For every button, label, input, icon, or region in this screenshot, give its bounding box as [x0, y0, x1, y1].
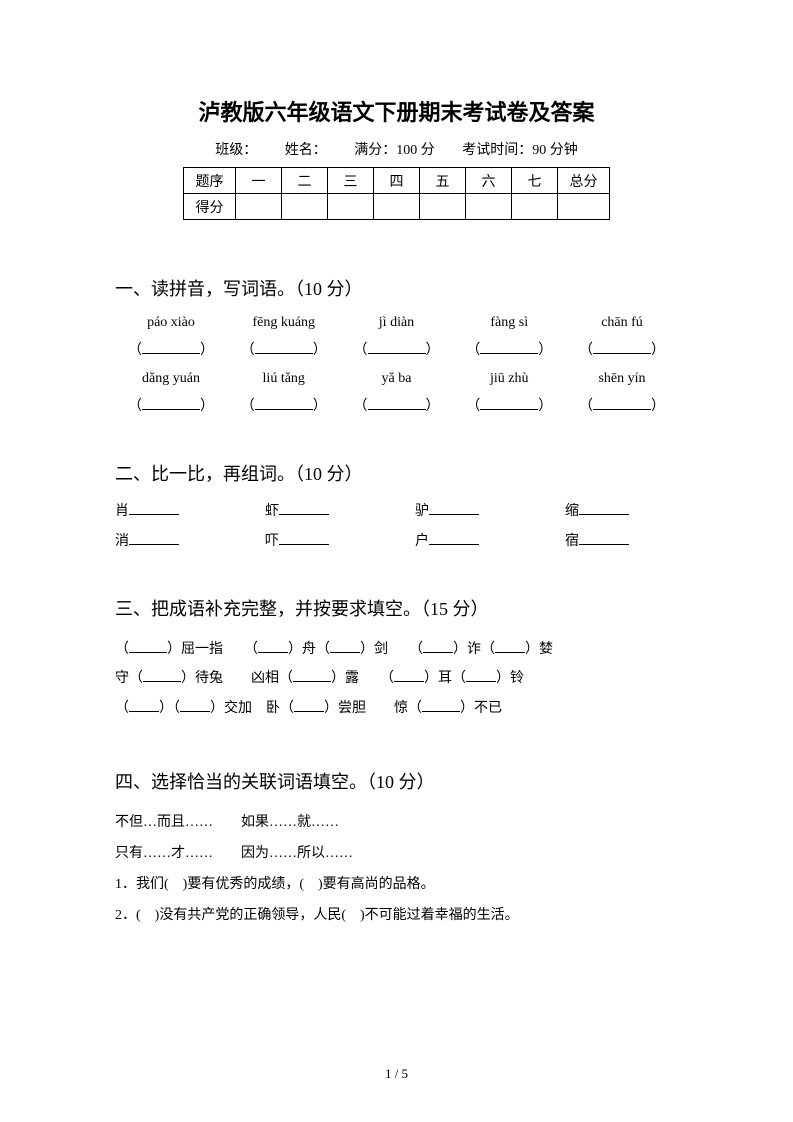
row-label: 题序 — [184, 168, 236, 194]
pinyin-row: dǎng yuán liú tǎng yǎ ba jiū zhù shēn yí… — [115, 371, 678, 387]
class-label: 班级： — [215, 143, 257, 158]
answer-blank: （） — [347, 339, 447, 359]
pinyin: dǎng yuán — [121, 371, 221, 387]
question-line: 2．( )没有共产党的正确领导，人民( )不可能过着幸福的生活。 — [115, 901, 678, 932]
time-label: 考试时间：90 分钟 — [462, 143, 578, 158]
answer-blank: （） — [459, 339, 559, 359]
score-cell — [236, 194, 282, 220]
score-cell — [282, 194, 328, 220]
col-header: 五 — [420, 168, 466, 194]
section-heading: 一、读拼音，写词语。（10 分） — [115, 275, 678, 301]
compare-item: 吓 — [265, 530, 415, 550]
row-label: 得分 — [184, 194, 236, 220]
options-line: 只有……才…… 因为……所以…… — [115, 839, 678, 870]
score-cell — [328, 194, 374, 220]
section-1: 一、读拼音，写词语。（10 分） páo xiào fēng kuáng jì … — [115, 275, 678, 415]
compare-item: 肖 — [115, 500, 265, 520]
score-table: 题序 一 二 三 四 五 六 七 总分 得分 — [183, 167, 610, 220]
blank-row: （） （） （） （） （） — [115, 395, 678, 415]
question-line: 1．我们( )要有优秀的成绩，( )要有高尚的品格。 — [115, 870, 678, 901]
pinyin: liú tǎng — [234, 371, 334, 387]
score-cell — [558, 194, 610, 220]
compare-item: 宿 — [565, 530, 629, 550]
blank-row: （） （） （） （） （） — [115, 339, 678, 359]
col-header: 七 — [512, 168, 558, 194]
compare-item: 户 — [415, 530, 565, 550]
score-cell — [374, 194, 420, 220]
compare-item: 驴 — [415, 500, 565, 520]
compare-item: 虾 — [265, 500, 415, 520]
pinyin: fàng sì — [459, 315, 559, 331]
pinyin: jì diàn — [347, 315, 447, 331]
compare-item: 消 — [115, 530, 265, 550]
section-3: 三、把成语补充完整，并按要求填空。（15 分） （）屈一指 （）舟（）剑 （）诈… — [115, 595, 678, 723]
col-header: 一 — [236, 168, 282, 194]
name-label: 姓名： — [285, 143, 327, 158]
fullscore-label: 满分：100 分 — [354, 143, 435, 158]
pinyin: shēn yín — [572, 371, 672, 387]
section-heading: 二、比一比，再组词。（10 分） — [115, 460, 678, 486]
answer-blank: （） — [234, 339, 334, 359]
pinyin-row: páo xiào fēng kuáng jì diàn fàng sì chān… — [115, 315, 678, 331]
table-row: 题序 一 二 三 四 五 六 七 总分 — [184, 168, 610, 194]
score-cell — [466, 194, 512, 220]
col-header: 二 — [282, 168, 328, 194]
pinyin: jiū zhù — [459, 371, 559, 387]
exam-info: 班级： 姓名： 满分：100 分 考试时间：90 分钟 — [115, 139, 678, 159]
col-header: 六 — [466, 168, 512, 194]
page-title: 泸教版六年级语文下册期末考试卷及答案 — [115, 95, 678, 127]
page-number: 1 / 5 — [0, 1066, 793, 1082]
idiom-line: （）（）交加 卧（）尝胆 惊（）不已 — [115, 694, 678, 723]
pinyin: yǎ ba — [347, 371, 447, 387]
compare-item: 缩 — [565, 500, 629, 520]
pinyin: fēng kuáng — [234, 315, 334, 331]
compare-row: 消 吓 户 宿 — [115, 530, 678, 550]
idiom-line: （）屈一指 （）舟（）剑 （）诈（）婪 — [115, 635, 678, 664]
answer-blank: （） — [572, 339, 672, 359]
section-4: 四、选择恰当的关联词语填空。（10 分） 不但…而且…… 如果……就…… 只有…… — [115, 768, 678, 931]
answer-blank: （） — [347, 395, 447, 415]
section-2: 二、比一比，再组词。（10 分） 肖 虾 驴 缩 消 吓 户 宿 — [115, 460, 678, 550]
compare-row: 肖 虾 驴 缩 — [115, 500, 678, 520]
options-line: 不但…而且…… 如果……就…… — [115, 808, 678, 839]
pinyin: páo xiào — [121, 315, 221, 331]
col-total: 总分 — [558, 168, 610, 194]
col-header: 四 — [374, 168, 420, 194]
answer-blank: （） — [459, 395, 559, 415]
idiom-line: 守（）待兔 凶相（）露 （）耳（）铃 — [115, 664, 678, 693]
pinyin: chān fú — [572, 315, 672, 331]
table-row: 得分 — [184, 194, 610, 220]
col-header: 三 — [328, 168, 374, 194]
answer-blank: （） — [121, 339, 221, 359]
answer-blank: （） — [234, 395, 334, 415]
answer-blank: （） — [572, 395, 672, 415]
section-heading: 四、选择恰当的关联词语填空。（10 分） — [115, 768, 678, 794]
answer-blank: （） — [121, 395, 221, 415]
score-cell — [420, 194, 466, 220]
section-heading: 三、把成语补充完整，并按要求填空。（15 分） — [115, 595, 678, 621]
score-cell — [512, 194, 558, 220]
